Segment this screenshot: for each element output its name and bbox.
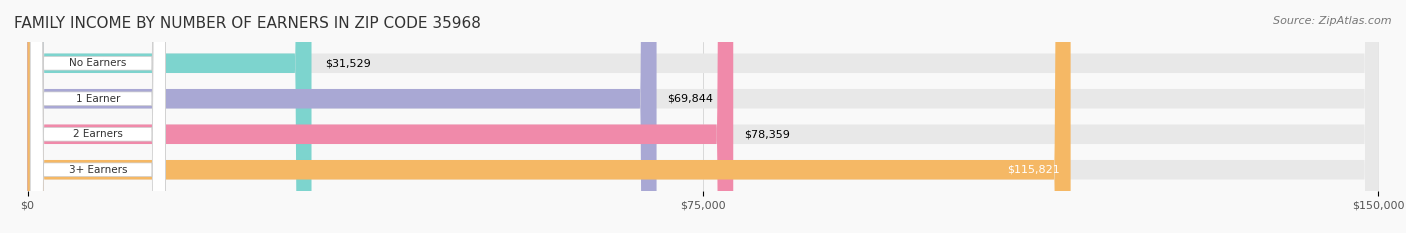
FancyBboxPatch shape — [28, 0, 734, 233]
FancyBboxPatch shape — [31, 0, 166, 233]
FancyBboxPatch shape — [28, 0, 1378, 233]
Text: Source: ZipAtlas.com: Source: ZipAtlas.com — [1274, 16, 1392, 26]
FancyBboxPatch shape — [28, 0, 657, 233]
Text: $31,529: $31,529 — [325, 58, 371, 68]
Text: $115,821: $115,821 — [1007, 165, 1060, 175]
FancyBboxPatch shape — [28, 0, 1378, 233]
FancyBboxPatch shape — [28, 0, 312, 233]
Text: $69,844: $69,844 — [668, 94, 713, 104]
Text: FAMILY INCOME BY NUMBER OF EARNERS IN ZIP CODE 35968: FAMILY INCOME BY NUMBER OF EARNERS IN ZI… — [14, 16, 481, 31]
Text: 3+ Earners: 3+ Earners — [69, 165, 127, 175]
FancyBboxPatch shape — [28, 0, 1378, 233]
FancyBboxPatch shape — [31, 0, 166, 233]
FancyBboxPatch shape — [28, 0, 1070, 233]
FancyBboxPatch shape — [31, 0, 166, 233]
Text: 1 Earner: 1 Earner — [76, 94, 120, 104]
FancyBboxPatch shape — [31, 0, 166, 233]
Text: No Earners: No Earners — [69, 58, 127, 68]
Text: $78,359: $78,359 — [744, 129, 790, 139]
FancyBboxPatch shape — [28, 0, 1378, 233]
Text: 2 Earners: 2 Earners — [73, 129, 122, 139]
